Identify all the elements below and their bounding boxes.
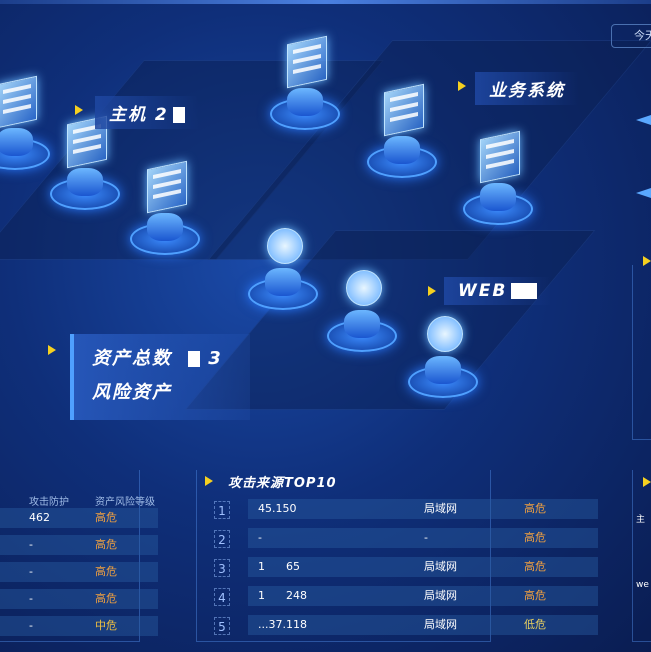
table-row[interactable]: 45.150 局域网 高危 <box>248 499 598 519</box>
risk-level: 低危 <box>524 618 546 631</box>
rank-badge: 2 <box>214 530 230 548</box>
network-type: 局域网 <box>424 560 457 573</box>
rank-badge: 3 <box>214 559 230 577</box>
risk-level: 高危 <box>524 502 546 515</box>
total-assets-value: 3 <box>208 348 223 369</box>
right-bottom-panel <box>632 470 651 642</box>
defense-value: - <box>29 592 33 605</box>
table-row[interactable]: 1 65 局域网 高危 <box>248 557 598 577</box>
rank-badge: 1 <box>214 501 230 519</box>
host-server-icon <box>45 115 125 210</box>
web-label: WEB <box>444 277 552 305</box>
risk-level: 高危 <box>95 511 117 524</box>
risk-assets-label: 风险资产 <box>92 382 172 403</box>
network-type: 局域网 <box>424 502 457 515</box>
arrow-icon <box>205 476 213 486</box>
table-row[interactable]: 462 高危 <box>0 508 158 528</box>
network-type: 局域网 <box>424 589 457 602</box>
business-server-icon <box>265 35 345 130</box>
risk-level: 高危 <box>524 531 546 544</box>
risk-level: 高危 <box>524 589 546 602</box>
rank-badge: 5 <box>214 617 230 635</box>
right-row-1: 主 <box>636 515 646 525</box>
defense-value: - <box>29 565 33 578</box>
host-server-icon <box>0 75 55 170</box>
arrow-icon <box>458 81 466 91</box>
web-server-icon <box>243 220 323 310</box>
defense-value: - <box>29 538 33 551</box>
risk-level: 高危 <box>95 565 117 578</box>
source-ip: - <box>258 531 262 544</box>
arrow-icon <box>428 286 436 296</box>
risk-level: 高危 <box>524 560 546 573</box>
source-ip: 1 248 <box>258 589 307 602</box>
business-server-icon <box>458 130 538 225</box>
col-risk-level: 资产风险等级 <box>95 497 155 508</box>
table-row[interactable]: 1 248 局域网 高危 <box>248 586 598 606</box>
table-row[interactable]: - 高危 <box>0 535 158 555</box>
business-label: 业务系统 <box>475 72 579 105</box>
arrow-icon <box>643 256 651 266</box>
col-defense: 攻击防护 <box>29 497 69 508</box>
source-ip: 45.150 <box>258 502 297 515</box>
risk-level: 高危 <box>95 538 117 551</box>
table-row[interactable]: - 高危 <box>0 562 158 582</box>
asset-stats: 资产总数 3 风险资产 <box>70 334 250 420</box>
source-ip: 1 65 <box>258 560 300 573</box>
arrow-icon <box>75 105 83 115</box>
defense-value: 462 <box>29 511 50 524</box>
arrow-icon <box>48 345 56 355</box>
diamond-icon <box>636 185 651 201</box>
source-ip: ...37.118 <box>258 618 307 631</box>
defense-value: - <box>29 619 33 632</box>
attack-top10-panel <box>196 470 491 642</box>
asset-table-panel <box>0 470 140 642</box>
right-row-2: we <box>636 580 649 590</box>
total-assets-label: 资产总数 <box>92 348 172 369</box>
table-row[interactable]: - 高危 <box>0 589 158 609</box>
risk-level: 高危 <box>95 592 117 605</box>
arrow-icon <box>643 477 651 487</box>
table-row[interactable]: - - 高危 <box>248 528 598 548</box>
top-border <box>0 0 651 4</box>
risk-level: 中危 <box>95 619 117 632</box>
rank-badge: 4 <box>214 588 230 606</box>
table-row[interactable]: - 中危 <box>0 616 158 636</box>
right-panel <box>632 265 651 440</box>
network-type: 局域网 <box>424 618 457 631</box>
network-type: - <box>424 531 428 544</box>
host-label: 主机 2 <box>95 96 199 129</box>
business-server-icon <box>362 83 442 178</box>
today-button[interactable]: 今天 <box>611 24 651 48</box>
attack-top10-title: 攻击来源TOP10 <box>228 476 337 491</box>
table-row[interactable]: ...37.118 局域网 低危 <box>248 615 598 635</box>
web-server-icon <box>403 308 483 398</box>
host-server-icon <box>125 160 205 255</box>
diamond-icon <box>636 112 651 128</box>
web-server-icon <box>322 262 402 352</box>
